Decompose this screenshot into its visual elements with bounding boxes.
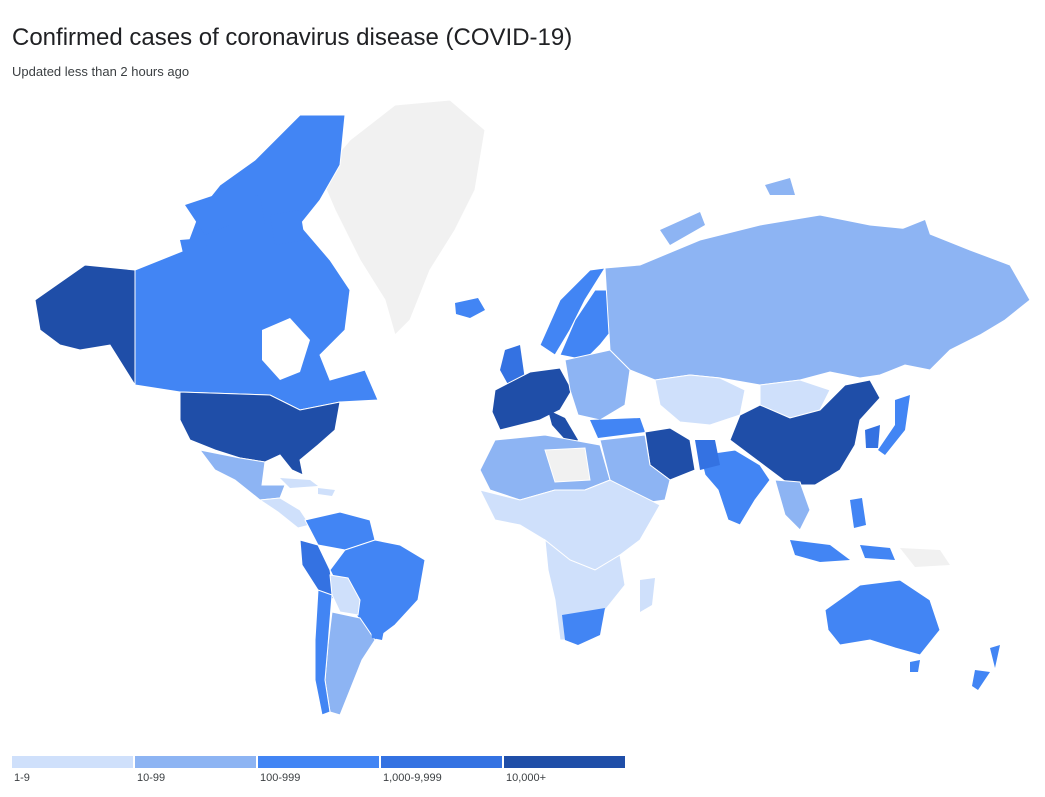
legend-label: 10,000+ (506, 772, 547, 784)
region-arctic-islands[interactable] (180, 195, 305, 262)
legend-label: 100-999 (260, 772, 301, 784)
legend-swatch (258, 756, 379, 768)
region-hudson-bay (262, 318, 310, 380)
legend-item: 10-99 (135, 756, 256, 784)
region-tasmania[interactable] (910, 660, 920, 672)
legend-item: 1-9 (12, 756, 133, 784)
legend-swatch (504, 756, 625, 768)
region-alaska[interactable] (34, 264, 136, 387)
legend-label: 1-9 (14, 772, 30, 784)
region-iceland[interactable] (455, 298, 485, 318)
region-turkey[interactable] (590, 418, 645, 438)
legend-swatch (12, 756, 133, 768)
region-mexico[interactable] (198, 449, 286, 501)
legend-label: 10-99 (137, 772, 166, 784)
region-uruguay[interactable] (370, 625, 385, 640)
region-central-america[interactable] (258, 497, 311, 529)
legend-item: 10,000+ (504, 756, 625, 784)
legend-item: 100-999 (258, 756, 379, 784)
legend-swatch (381, 756, 502, 768)
region-china[interactable] (729, 379, 881, 486)
region-egypt-libya[interactable] (544, 447, 591, 483)
region-central-asia[interactable] (654, 374, 746, 426)
region-greenland[interactable] (319, 99, 486, 336)
region-new-zealand[interactable] (972, 645, 1000, 690)
region-pakistan[interactable] (695, 440, 720, 470)
region-italy[interactable] (548, 410, 578, 445)
world-map[interactable] (0, 90, 1045, 740)
region-indonesia[interactable] (790, 540, 895, 562)
region-madagascar[interactable] (640, 578, 655, 612)
region-norway[interactable] (539, 267, 606, 356)
legend-swatch (135, 756, 256, 768)
region-australia[interactable] (824, 579, 941, 656)
legend-label: 1,000-9,999 (383, 772, 442, 784)
region-west-central-africa[interactable] (479, 479, 661, 571)
region-japan[interactable] (878, 395, 910, 455)
region-philippines[interactable] (850, 498, 866, 528)
region-united-states[interactable] (179, 391, 341, 476)
region-india[interactable] (699, 449, 771, 526)
region-southeast-asia[interactable] (774, 479, 811, 531)
color-legend: 1-9 10-99 100-999 1,000-9,999 10,000+ (12, 756, 625, 784)
region-south-korea[interactable] (865, 425, 880, 448)
legend-item: 1,000-9,999 (381, 756, 502, 784)
region-chile[interactable] (314, 589, 333, 716)
region-papua[interactable] (900, 548, 950, 567)
chart-title: Confirmed cases of coronavirus disease (… (12, 24, 573, 51)
region-caribbean[interactable] (280, 478, 335, 496)
updated-timestamp: Updated less than 2 hours ago (12, 64, 190, 79)
region-south-africa[interactable] (562, 608, 605, 645)
